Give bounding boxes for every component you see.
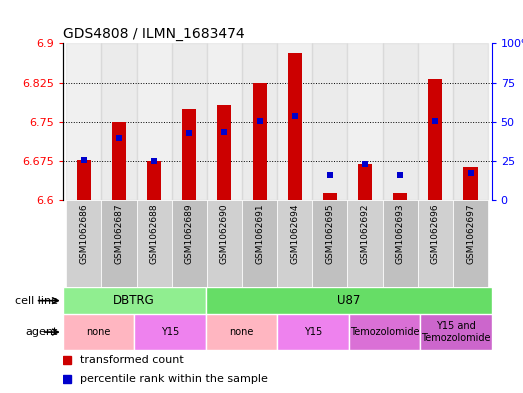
- Bar: [358, 164, 372, 200]
- Bar: [242, 200, 277, 287]
- Bar: [418, 200, 453, 287]
- Bar: [207, 43, 242, 200]
- Text: GDS4808 / ILMN_1683474: GDS4808 / ILMN_1683474: [63, 27, 244, 41]
- Text: GSM1062692: GSM1062692: [360, 203, 370, 264]
- Text: agent: agent: [25, 327, 58, 337]
- Text: cell line: cell line: [15, 296, 58, 306]
- Bar: [63, 287, 206, 314]
- Bar: [66, 43, 101, 200]
- Text: GSM1062697: GSM1062697: [466, 203, 475, 264]
- Bar: [428, 79, 442, 200]
- Bar: [218, 105, 232, 200]
- Text: GSM1062695: GSM1062695: [325, 203, 334, 264]
- Text: DBTRG: DBTRG: [113, 294, 155, 307]
- Text: GSM1062690: GSM1062690: [220, 203, 229, 264]
- Bar: [453, 200, 488, 287]
- Text: GSM1062693: GSM1062693: [396, 203, 405, 264]
- Bar: [147, 161, 161, 200]
- Bar: [242, 43, 277, 200]
- Bar: [134, 314, 206, 350]
- Bar: [137, 43, 172, 200]
- Text: percentile rank within the sample: percentile rank within the sample: [80, 374, 268, 384]
- Bar: [383, 43, 418, 200]
- Bar: [277, 43, 312, 200]
- Bar: [349, 314, 420, 350]
- Text: Temozolomide: Temozolomide: [350, 327, 419, 337]
- Bar: [453, 43, 488, 200]
- Text: GSM1062689: GSM1062689: [185, 203, 194, 264]
- Bar: [137, 200, 172, 287]
- Bar: [207, 200, 242, 287]
- Bar: [172, 200, 207, 287]
- Text: GSM1062687: GSM1062687: [115, 203, 123, 264]
- Bar: [383, 200, 418, 287]
- Text: GSM1062691: GSM1062691: [255, 203, 264, 264]
- Bar: [172, 43, 207, 200]
- Bar: [463, 167, 477, 200]
- Text: U87: U87: [337, 294, 360, 307]
- Bar: [101, 200, 137, 287]
- Bar: [77, 160, 91, 200]
- Text: Y15: Y15: [161, 327, 179, 337]
- Bar: [418, 43, 453, 200]
- Text: none: none: [229, 327, 254, 337]
- Text: GSM1062686: GSM1062686: [79, 203, 88, 264]
- Bar: [63, 314, 134, 350]
- Bar: [183, 109, 196, 200]
- Bar: [277, 314, 349, 350]
- Bar: [420, 314, 492, 350]
- Bar: [312, 200, 347, 287]
- Bar: [112, 122, 126, 200]
- Bar: [66, 200, 101, 287]
- Bar: [206, 287, 492, 314]
- Bar: [206, 314, 277, 350]
- Bar: [347, 200, 383, 287]
- Text: Y15 and
Temozolomide: Y15 and Temozolomide: [421, 321, 491, 343]
- Bar: [288, 53, 302, 200]
- Text: none: none: [86, 327, 111, 337]
- Bar: [101, 43, 137, 200]
- Text: transformed count: transformed count: [80, 354, 184, 365]
- Bar: [253, 83, 267, 200]
- Text: GSM1062688: GSM1062688: [150, 203, 158, 264]
- Text: Y15: Y15: [304, 327, 322, 337]
- Text: GSM1062694: GSM1062694: [290, 203, 299, 264]
- Bar: [277, 200, 312, 287]
- Bar: [323, 193, 337, 200]
- Bar: [347, 43, 383, 200]
- Text: GSM1062696: GSM1062696: [431, 203, 440, 264]
- Bar: [393, 193, 407, 200]
- Bar: [312, 43, 347, 200]
